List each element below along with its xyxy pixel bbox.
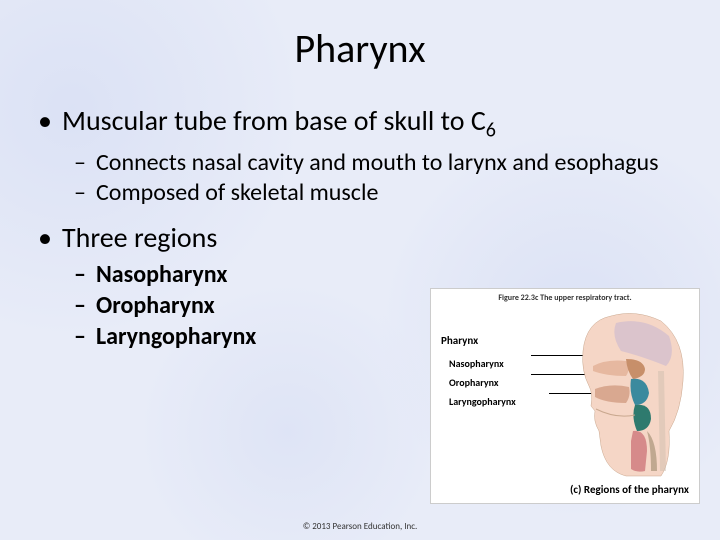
copyright-text: © 2013 Pearson Education, Inc. — [0, 521, 720, 532]
bullet-muscular-tube: Muscular tube from base of skull to C6 — [38, 103, 692, 143]
figure-title: Figure 22.3c The upper respiratory tract… — [431, 289, 699, 303]
pharynx-figure: Figure 22.3c The upper respiratory tract… — [430, 288, 700, 504]
bullet-three-regions: Three regions — [38, 220, 692, 255]
bullet-composed: Composed of skeletal muscle — [74, 179, 692, 208]
slide: Pharynx Muscular tube from base of skull… — [0, 0, 720, 540]
figure-body: Pharynx Nasopharynx Oropharynx Laryngoph… — [431, 303, 699, 483]
figure-label-naso: Nasopharynx — [449, 354, 516, 373]
figure-label-oro: Oropharynx — [449, 373, 516, 392]
bullet-connects: Connects nasal cavity and mouth to laryn… — [74, 149, 692, 178]
bullet-nasopharynx: Nasopharynx — [74, 261, 692, 290]
figure-caption: (c) Regions of the pharynx — [431, 483, 699, 496]
bullet-text: Muscular tube from base of skull to C6 — [62, 103, 496, 138]
slide-title: Pharynx — [28, 24, 692, 73]
pharynx-diagram-icon — [571, 311, 691, 481]
figure-label-heading: Pharynx — [441, 331, 516, 352]
figure-label-laryngo: Laryngopharynx — [449, 392, 516, 411]
figure-labels: Pharynx Nasopharynx Oropharynx Laryngoph… — [441, 331, 516, 411]
